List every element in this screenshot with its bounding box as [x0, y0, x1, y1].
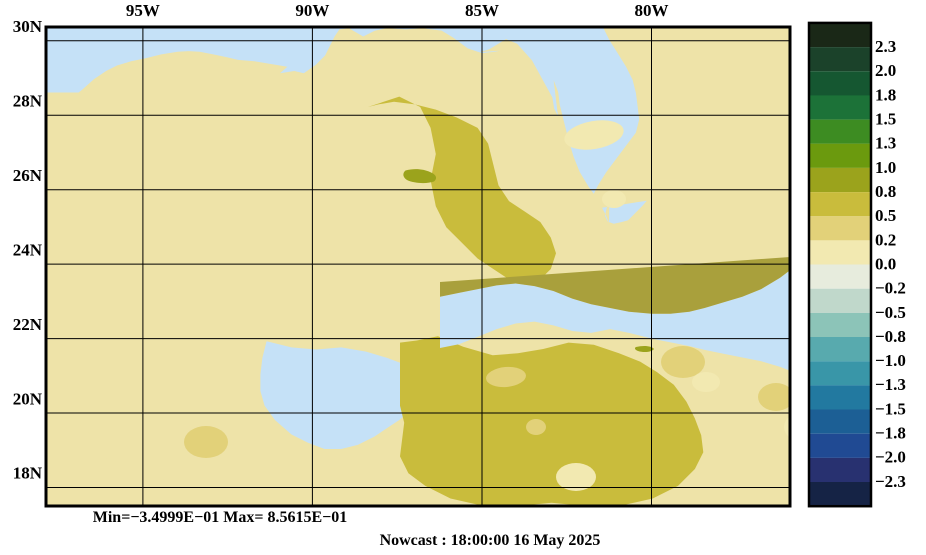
- svg-text:2.0: 2.0: [875, 61, 896, 80]
- svg-text:90W: 90W: [295, 1, 329, 20]
- svg-text:22N: 22N: [13, 315, 43, 334]
- svg-text:1.0: 1.0: [875, 158, 896, 177]
- svg-text:0.0: 0.0: [875, 254, 896, 273]
- svg-text:1.3: 1.3: [875, 134, 896, 153]
- svg-text:30N: 30N: [13, 17, 43, 36]
- svg-text:18N: 18N: [13, 464, 43, 483]
- svg-text:0.8: 0.8: [875, 182, 896, 201]
- svg-text:−2.3: −2.3: [875, 472, 906, 491]
- svg-text:80W: 80W: [635, 1, 669, 20]
- svg-text:1.8: 1.8: [875, 85, 896, 104]
- svg-text:Min=−3.4999E−01 Max= 8.5615E: Min=−3.4999E−01 Max= 8.5615E−01: [93, 509, 347, 526]
- svg-text:−1.8: −1.8: [875, 424, 906, 443]
- svg-text:−0.2: −0.2: [875, 279, 906, 298]
- svg-text:85W: 85W: [465, 1, 499, 20]
- svg-text:−0.5: −0.5: [875, 303, 906, 322]
- svg-text:28N: 28N: [13, 92, 43, 111]
- svg-text:95W: 95W: [126, 1, 160, 20]
- svg-text:−2.0: −2.0: [875, 448, 906, 467]
- svg-text:0.5: 0.5: [875, 206, 896, 225]
- svg-text:−0.8: −0.8: [875, 327, 906, 346]
- svg-text:26N: 26N: [13, 166, 43, 185]
- svg-text:−1.0: −1.0: [875, 351, 906, 370]
- svg-text:Nowcast : 18:00:00 16 May 20: Nowcast : 18:00:00 16 May 2025: [380, 532, 601, 549]
- svg-text:−1.3: −1.3: [875, 375, 906, 394]
- svg-text:0.2: 0.2: [875, 230, 896, 249]
- svg-text:24N: 24N: [13, 240, 43, 259]
- svg-text:20N: 20N: [13, 389, 43, 408]
- svg-text:1.5: 1.5: [875, 110, 896, 129]
- svg-text:2.3: 2.3: [875, 37, 896, 56]
- svg-text:−1.5: −1.5: [875, 399, 906, 418]
